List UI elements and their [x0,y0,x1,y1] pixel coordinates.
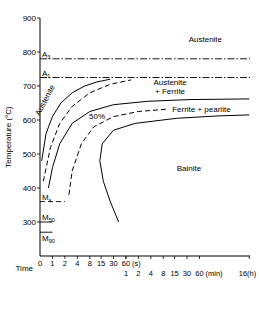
y-tick [37,154,40,155]
x-tick [125,256,126,259]
reference-line [40,58,250,59]
x-origin-label: 0 [38,259,42,268]
x-tick [150,256,151,259]
y-tick-label: 500 [23,150,37,159]
reference-label-sub: 1 [47,73,50,79]
x-tick-label: 1 [124,269,128,278]
curve [69,109,167,195]
x-tick [138,256,139,259]
y-tick [37,18,40,19]
x-tick [199,256,200,259]
y-axis-label: Temperature (°C) [4,106,13,168]
region-label: 50% [89,112,105,121]
y-tick [37,52,40,53]
reference-label: M90 [42,234,55,244]
x-unit: (min) [205,269,223,278]
x-tick-label: 8 [161,269,165,278]
x-tick-label: 15 [97,259,105,268]
x-tick [249,256,250,259]
y-axis [40,18,41,256]
y-tick-label: 600 [23,116,37,125]
y-tick-label: 800 [23,48,37,57]
x-tick-label: 8 [88,259,92,268]
plot-area [40,59,250,232]
x-tick-label: 60 [122,259,130,268]
reference-label-sub: 90 [49,238,55,244]
x-tick-label: 1 [50,259,54,268]
x-tick [163,256,164,259]
x-tick-label: 30 [109,259,117,268]
x-tick-label: 30 [183,269,191,278]
x-tick [174,256,175,259]
y-tick [37,86,40,87]
x-axis-label: Time [16,264,34,273]
x-tick [187,256,188,259]
x-tick-label: 4 [75,259,79,268]
reference-label-sub: s [49,197,52,203]
region-label: Ferrite + pearlite [172,105,231,114]
x-tick [125,256,126,259]
region-label: Bainite [177,164,202,173]
chart: 300400500600700800900Temperature (°C)012… [0,0,259,322]
reference-line [40,77,250,78]
region-label: Austenite [189,35,223,44]
reference-label-sub: 50 [49,217,55,223]
x-tick-label: 16(h) [239,269,257,278]
reference-label-sub: 3 [47,54,50,60]
x-unit: (s) [132,259,141,268]
region-label: Austenite [33,83,57,117]
region-label-line: Austenite [153,78,187,87]
reference-label: M50 [42,213,55,223]
y-tick [37,222,40,223]
y-tick-label: 400 [23,184,37,193]
curve [100,115,249,222]
x-tick-label: 15 [170,269,178,278]
y-tick-label: 300 [23,218,37,227]
x-tick-label: 60 [195,269,203,278]
reference-label: A3 [42,50,50,60]
y-tick [37,120,40,121]
y-tick-label: 700 [23,82,37,91]
x-tick-label: 4 [149,269,153,278]
reference-label: A1 [42,69,50,79]
region-label: Austenite+ Ferrite [153,78,187,96]
region-label-line: + Ferrite [155,87,186,96]
curve [43,80,131,181]
reference-line [40,232,52,233]
x-axis [40,256,250,257]
y-tick-label: 900 [23,14,37,23]
x-tick-label: 2 [136,269,140,278]
y-tick [37,188,40,189]
curve [48,99,249,188]
x-tick-label: 2 [63,259,67,268]
reference-label: Ms [42,193,52,203]
